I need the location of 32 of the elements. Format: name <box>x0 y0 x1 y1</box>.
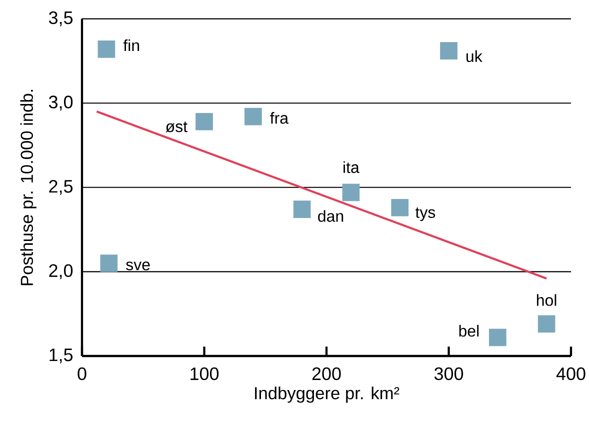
annotation: sve <box>126 262 150 270</box>
x-tick-label: 400 <box>556 367 586 380</box>
point <box>391 198 409 216</box>
y-tick-label: 3,5 <box>48 11 73 26</box>
point <box>100 254 118 272</box>
annotation: fin <box>123 39 140 51</box>
annotation: øst <box>166 122 188 132</box>
y-tick-label: 1,5 <box>50 348 73 364</box>
point <box>342 184 360 202</box>
annotation: fra <box>270 112 289 124</box>
point <box>244 108 262 126</box>
x-tick-label: 300 <box>434 367 464 380</box>
point <box>98 40 116 58</box>
annotation: bel <box>459 324 479 337</box>
point <box>440 42 458 60</box>
annotation: uk <box>466 50 482 62</box>
x-tick-label: 100 <box>190 367 219 380</box>
x-tick-label: 200 <box>312 367 341 380</box>
annotation: dan <box>318 210 344 222</box>
x-tick-label: 0 <box>78 367 86 380</box>
annotation: hol <box>536 294 556 306</box>
point <box>488 328 506 346</box>
x-axis-title: Indbyggere pr. km² <box>255 386 400 403</box>
annotation: tys <box>415 207 436 222</box>
y-tick-label: 2,0 <box>49 264 73 280</box>
y-axis-title: Posthuse pr. 10.000 indb. <box>20 90 36 286</box>
point <box>293 200 311 218</box>
y-tick-label: 3,0 <box>48 96 73 111</box>
annotation: ita <box>344 161 360 174</box>
point <box>538 315 556 333</box>
y-tick-label: 2,5 <box>49 180 73 195</box>
point <box>196 112 213 130</box>
